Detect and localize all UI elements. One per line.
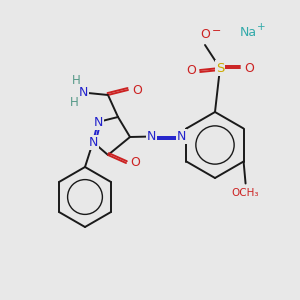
Text: O: O — [244, 61, 254, 74]
Text: N: N — [93, 116, 103, 128]
Text: O: O — [200, 28, 210, 41]
Text: OCH₃: OCH₃ — [232, 188, 259, 199]
Text: S: S — [216, 61, 224, 74]
Text: N: N — [147, 130, 156, 143]
Text: N: N — [177, 130, 186, 143]
Text: H: H — [72, 74, 80, 88]
Text: −: − — [212, 26, 221, 36]
Text: O: O — [186, 64, 196, 76]
Text: +: + — [257, 22, 266, 32]
Text: O: O — [132, 83, 142, 97]
Text: O: O — [130, 157, 140, 169]
Text: Na: Na — [240, 26, 257, 38]
Text: N: N — [88, 136, 98, 148]
Text: H: H — [70, 97, 78, 110]
Text: N: N — [78, 86, 88, 100]
